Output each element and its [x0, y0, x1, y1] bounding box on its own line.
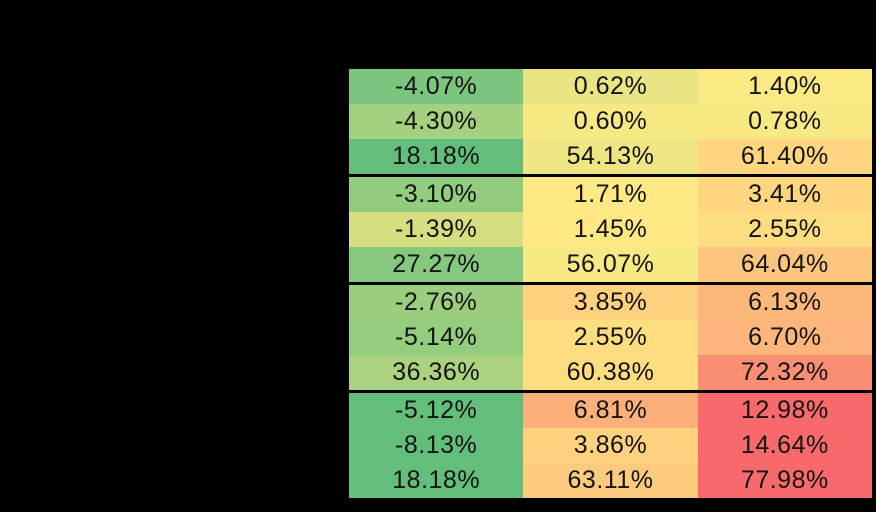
- table-row: -8.13% 3.86% 14.64%: [349, 428, 872, 463]
- table-row: -5.14% 2.55% 6.70%: [349, 320, 872, 355]
- table-row: -5.12% 6.81% 12.98%: [349, 393, 872, 428]
- row-group-4: -5.12% 6.81% 12.98% -8.13% 3.86% 14.64% …: [349, 390, 872, 498]
- heatmap-cell[interactable]: 6.81%: [523, 393, 698, 428]
- heatmap-cell[interactable]: 1.45%: [523, 212, 698, 247]
- heatmap-cell[interactable]: -3.10%: [349, 177, 524, 212]
- table-row: -4.30% 0.60% 0.78%: [349, 104, 872, 139]
- heatmap-cell[interactable]: 6.70%: [697, 320, 872, 355]
- row-group-1: -4.07% 0.62% 1.40% -4.30% 0.60% 0.78% 18…: [349, 69, 872, 174]
- heatmap-cell[interactable]: 61.40%: [697, 139, 872, 174]
- heatmap-cell[interactable]: -4.07%: [349, 69, 524, 104]
- heatmap-cell[interactable]: -5.14%: [349, 320, 524, 355]
- row-group-2: -3.10% 1.71% 3.41% -1.39% 1.45% 2.55% 27…: [349, 174, 872, 282]
- row-group-3: -2.76% 3.85% 6.13% -5.14% 2.55% 6.70% 36…: [349, 282, 872, 390]
- heatmap-cell[interactable]: 77.98%: [697, 463, 872, 498]
- heatmap-cell[interactable]: 12.98%: [697, 393, 872, 428]
- heatmap-cell[interactable]: -1.39%: [349, 212, 524, 247]
- heatmap-cell[interactable]: 0.62%: [523, 69, 698, 104]
- heatmap-cell[interactable]: -4.30%: [349, 104, 524, 139]
- heatmap-cell[interactable]: 0.60%: [523, 104, 698, 139]
- heatmap-cell[interactable]: 54.13%: [523, 139, 698, 174]
- heatmap-cell[interactable]: 6.13%: [697, 285, 872, 320]
- heatmap-table: -4.07% 0.62% 1.40% -4.30% 0.60% 0.78% 18…: [349, 67, 872, 500]
- heatmap-cell[interactable]: -8.13%: [349, 428, 524, 463]
- heatmap-cell[interactable]: 1.71%: [523, 177, 698, 212]
- heatmap-cell[interactable]: 1.40%: [697, 69, 872, 104]
- heatmap-cell[interactable]: 0.78%: [697, 104, 872, 139]
- heatmap-cell[interactable]: 36.36%: [349, 355, 524, 390]
- heatmap-cell[interactable]: 72.32%: [697, 355, 872, 390]
- heatmap-cell[interactable]: 3.41%: [697, 177, 872, 212]
- heatmap-cell[interactable]: 18.18%: [349, 139, 524, 174]
- table-row: 27.27% 56.07% 64.04%: [349, 247, 872, 282]
- heatmap-cell[interactable]: 3.85%: [523, 285, 698, 320]
- heatmap-cell[interactable]: 27.27%: [349, 247, 524, 282]
- heatmap-cell[interactable]: 64.04%: [697, 247, 872, 282]
- heatmap-cell[interactable]: 14.64%: [697, 428, 872, 463]
- table-row: 18.18% 54.13% 61.40%: [349, 139, 872, 174]
- heatmap-cell[interactable]: 63.11%: [523, 463, 698, 498]
- heatmap-cell[interactable]: -5.12%: [349, 393, 524, 428]
- table-row: -4.07% 0.62% 1.40%: [349, 69, 872, 104]
- heatmap-cell[interactable]: 3.86%: [523, 428, 698, 463]
- heatmap-cell[interactable]: 2.55%: [523, 320, 698, 355]
- table-row: -1.39% 1.45% 2.55%: [349, 212, 872, 247]
- heatmap-cell[interactable]: 56.07%: [523, 247, 698, 282]
- heatmap-cell[interactable]: -2.76%: [349, 285, 524, 320]
- heatmap-cell[interactable]: 2.55%: [697, 212, 872, 247]
- heatmap-cell[interactable]: 60.38%: [523, 355, 698, 390]
- heatmap-cell[interactable]: 18.18%: [349, 463, 524, 498]
- table-row: -3.10% 1.71% 3.41%: [349, 177, 872, 212]
- table-row: 18.18% 63.11% 77.98%: [349, 463, 872, 498]
- table-row: 36.36% 60.38% 72.32%: [349, 355, 872, 390]
- table-row: -2.76% 3.85% 6.13%: [349, 285, 872, 320]
